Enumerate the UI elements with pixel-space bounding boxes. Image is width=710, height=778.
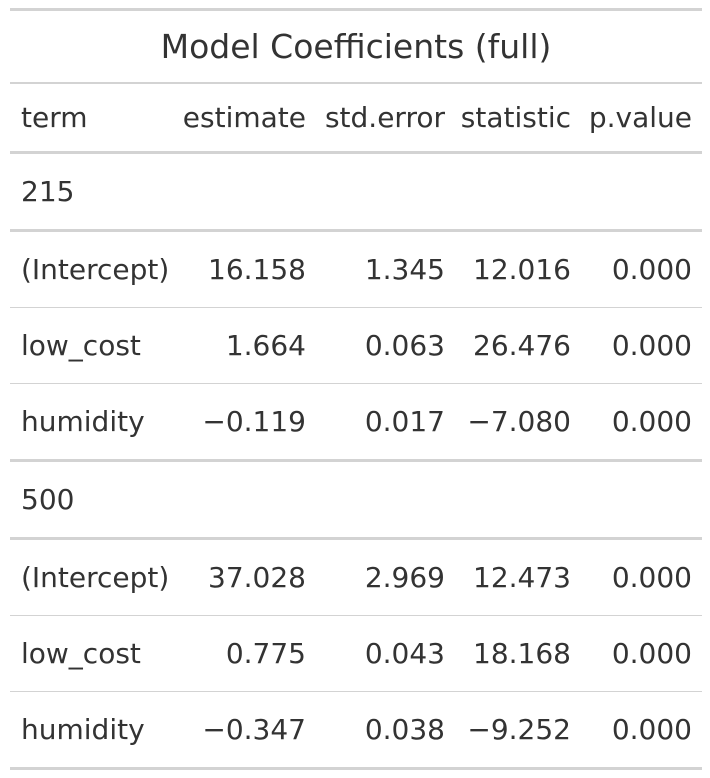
table-row: low_cost 1.664 0.063 26.476 0.000 — [10, 308, 702, 383]
row-divider — [10, 615, 702, 616]
cell-term: (Intercept) — [21, 561, 170, 594]
cell-p-value: 0.000 — [611, 637, 692, 670]
group-row: 215 — [10, 154, 702, 229]
table-row: humidity −0.119 0.017 −7.080 0.000 — [10, 384, 702, 459]
header-term: term — [21, 101, 88, 134]
coefficients-table: Model Coefficients (full) term estimate … — [10, 8, 702, 770]
cell-estimate: 16.158 — [208, 253, 306, 286]
row-divider — [10, 691, 702, 692]
cell-p-value: 0.000 — [611, 713, 692, 746]
cell-statistic: 12.016 — [473, 253, 571, 286]
cell-statistic: −9.252 — [467, 713, 571, 746]
header-divider — [10, 151, 702, 154]
header-estimate: estimate — [182, 101, 306, 134]
group-label: 500 — [21, 483, 75, 516]
cell-statistic: 26.476 — [473, 329, 571, 362]
cell-p-value: 0.000 — [611, 253, 692, 286]
cell-estimate: 0.775 — [225, 637, 306, 670]
table-row: (Intercept) 37.028 2.969 12.473 0.000 — [10, 540, 702, 615]
cell-p-value: 0.000 — [611, 329, 692, 362]
row-divider — [10, 383, 702, 384]
group-divider — [10, 229, 702, 232]
cell-statistic: 12.473 — [473, 561, 571, 594]
cell-std-error: 2.969 — [364, 561, 445, 594]
header-statistic: statistic — [460, 101, 571, 134]
table-title: Model Coefficients (full) — [160, 27, 552, 66]
header-row: term estimate std.error statistic p.valu… — [10, 84, 702, 151]
table-row: (Intercept) 16.158 1.345 12.016 0.000 — [10, 232, 702, 307]
cell-estimate: 1.664 — [225, 329, 306, 362]
cell-statistic: 18.168 — [473, 637, 571, 670]
table-row: humidity −0.347 0.038 −9.252 0.000 — [10, 692, 702, 767]
cell-std-error: 0.017 — [364, 405, 445, 438]
cell-term: low_cost — [21, 329, 141, 362]
title-divider — [10, 82, 702, 84]
table-top-border — [10, 8, 702, 11]
cell-p-value: 0.000 — [611, 405, 692, 438]
cell-estimate: 37.028 — [208, 561, 306, 594]
cell-std-error: 0.043 — [364, 637, 445, 670]
cell-std-error: 0.063 — [364, 329, 445, 362]
group-divider — [10, 537, 702, 540]
header-p-value: p.value — [588, 101, 692, 134]
header-std-error: std.error — [324, 101, 445, 134]
table-bottom-border — [10, 767, 702, 770]
group-divider — [10, 459, 702, 462]
table-row: low_cost 0.775 0.043 18.168 0.000 — [10, 616, 702, 691]
cell-p-value: 0.000 — [611, 561, 692, 594]
cell-term: humidity — [21, 713, 145, 746]
cell-term: low_cost — [21, 637, 141, 670]
cell-estimate: −0.347 — [202, 713, 306, 746]
cell-std-error: 0.038 — [364, 713, 445, 746]
cell-estimate: −0.119 — [202, 405, 306, 438]
group-row: 500 — [10, 462, 702, 537]
row-divider — [10, 307, 702, 308]
cell-statistic: −7.080 — [467, 405, 571, 438]
group-label: 215 — [21, 175, 75, 208]
cell-term: (Intercept) — [21, 253, 170, 286]
cell-term: humidity — [21, 405, 145, 438]
cell-std-error: 1.345 — [364, 253, 445, 286]
